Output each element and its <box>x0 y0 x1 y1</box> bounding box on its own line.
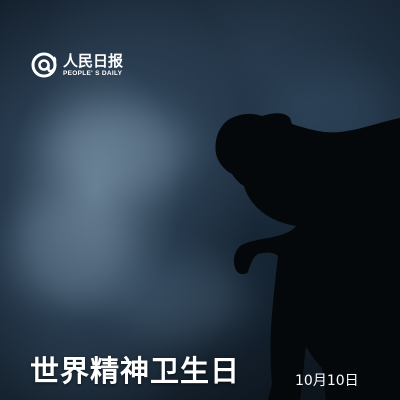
poster-date: 10月10日 <box>295 373 359 389</box>
logo-name-chinese: 人民日报 <box>63 51 124 70</box>
at-sign-speaker-icon <box>31 52 57 78</box>
logo-name-english: PEOPLE' S DAILY <box>63 69 123 77</box>
peoples-daily-logo: 人民日报 PEOPLE' S DAILY <box>30 50 123 80</box>
poster-title: 世界精神卫生日 <box>30 354 241 388</box>
